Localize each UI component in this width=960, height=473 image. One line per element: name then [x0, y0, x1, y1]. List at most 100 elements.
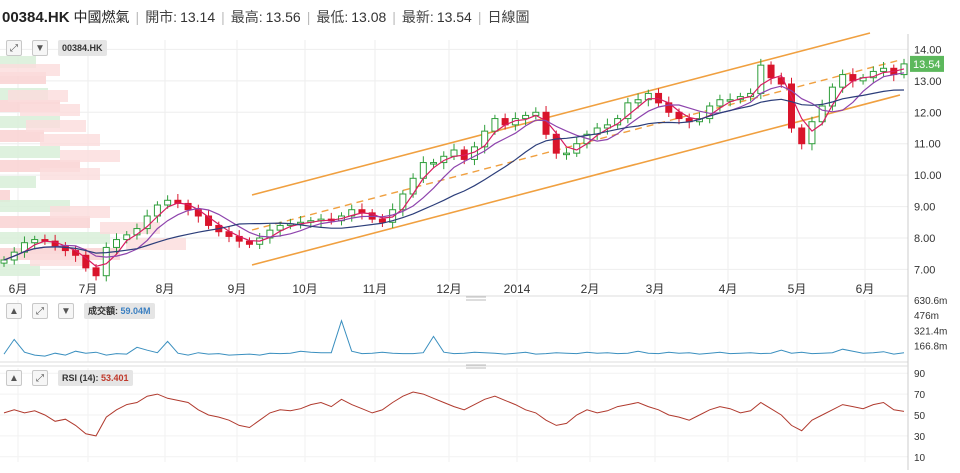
candle-body — [603, 124, 611, 129]
x-tick-label: 6月 — [9, 282, 28, 296]
x-tick-label: 2月 — [581, 282, 600, 296]
volume-profile-bar — [30, 254, 90, 266]
open-value: 13.14 — [180, 9, 216, 25]
x-tick-label: 10月 — [292, 282, 317, 296]
candle-body — [767, 64, 775, 79]
candle-body — [205, 215, 213, 226]
candle-body — [378, 218, 386, 223]
volume-profile-bar — [40, 134, 100, 146]
high-value: 13.56 — [265, 9, 301, 25]
y-tick-label: 13.00 — [914, 76, 942, 88]
rsi-label: RSI (14): 53.401 — [58, 370, 133, 386]
volume-panel — [0, 295, 908, 363]
volume-profile — [0, 56, 186, 276]
candle-body — [542, 111, 550, 135]
separator: | — [306, 9, 311, 25]
rsi-tick-label: 90 — [914, 369, 926, 380]
x-tick-label: 8月 — [156, 282, 175, 296]
candle-body — [164, 199, 172, 206]
arrow-up-icon[interactable]: ▲ — [6, 303, 22, 319]
low-label: 最低: — [316, 9, 349, 25]
y-tick-label: 9.00 — [914, 202, 935, 214]
volume-profile-bar — [50, 206, 110, 218]
candle-body — [788, 83, 795, 129]
volume-profile-bar — [40, 168, 100, 180]
candle-body — [869, 70, 877, 79]
candle-body — [245, 240, 253, 245]
volume-profile-bar — [0, 64, 60, 76]
volume-profile-bar — [60, 150, 120, 162]
company-name: 中國燃氣 — [73, 9, 130, 25]
candle-body — [798, 127, 806, 145]
volume-line — [3, 319, 905, 357]
candle-body — [552, 133, 560, 154]
candle-body — [399, 193, 407, 211]
volume-tick-label: 476m — [914, 311, 939, 322]
volume-profile-bar — [0, 216, 90, 228]
rsi-tick-label: 70 — [914, 390, 926, 401]
rsi-value: 53.401 — [101, 373, 129, 383]
x-tick-label: 2014 — [504, 282, 531, 296]
arrow-down-icon[interactable]: ▼ — [32, 40, 48, 56]
expand-icon[interactable]: ⤢ — [6, 40, 22, 56]
separator: | — [135, 9, 140, 25]
x-tick-label: 5月 — [788, 282, 807, 296]
grid-lines — [0, 40, 908, 462]
axes: 6月 7月 8月 9月 10月 11月 12月 2014 2月 3月 4月 5月 6月 14.00 13.0… — [0, 34, 947, 470]
moving-average-line — [3, 72, 905, 261]
rsi-tick-label: 10 — [914, 453, 926, 464]
arrow-down-icon[interactable]: ▼ — [58, 303, 74, 319]
volume-profile-bar — [8, 90, 68, 102]
volume-tick-label: 321.4m — [914, 326, 947, 337]
candle-body — [675, 111, 683, 120]
candle-body — [828, 86, 836, 107]
channel-upper — [251, 32, 871, 196]
expand-icon[interactable]: ⤢ — [32, 303, 48, 319]
rsi-panel — [0, 372, 908, 458]
candle-body — [450, 149, 458, 157]
arrow-up-icon[interactable]: ▲ — [6, 370, 22, 386]
candle-body — [644, 92, 652, 101]
x-tick-label: 11月 — [363, 282, 387, 296]
candle-body — [563, 152, 570, 156]
volume-tick-label: 630.6m — [914, 296, 947, 307]
candle-body — [113, 239, 120, 248]
volume-value: 59.04M — [120, 306, 151, 316]
y-tick-label: 8.00 — [914, 233, 935, 245]
candle-body — [123, 234, 131, 241]
candle-body — [757, 64, 765, 94]
candle-body — [491, 118, 499, 132]
volume-profile-bar — [0, 176, 36, 188]
candle-body — [92, 267, 100, 277]
y-tick-label: 7.00 — [914, 264, 935, 276]
rsi-tick-label: 50 — [914, 411, 926, 422]
candle-body — [276, 224, 284, 231]
open-label: 開市: — [145, 9, 178, 25]
x-tick-label: 3月 — [646, 282, 665, 296]
candle-body — [430, 162, 438, 165]
series-label: 00384.HK — [58, 40, 107, 56]
separator: | — [392, 9, 396, 25]
x-tick-label: 7月 — [79, 282, 98, 296]
candle-body — [818, 105, 826, 123]
expand-icon[interactable]: ⤢ — [32, 370, 48, 386]
candle-body — [0, 259, 8, 264]
y-tick-label: 11.00 — [914, 139, 941, 151]
last-label: 最新: — [401, 9, 434, 25]
rsi-tick-label: 30 — [914, 432, 926, 443]
last-price-value: 13.54 — [913, 59, 941, 71]
separator: | — [221, 9, 225, 25]
candle-body — [634, 99, 642, 104]
rsi-line — [3, 391, 905, 437]
candle-body — [880, 67, 888, 72]
low-value: 13.08 — [351, 9, 387, 25]
candle-body — [808, 121, 816, 145]
moving-average-line — [3, 68, 905, 267]
candle-body — [716, 99, 724, 107]
x-tick-label: 12月 — [436, 282, 461, 296]
candle-body — [143, 215, 151, 230]
y-tick-label: 12.00 — [914, 107, 942, 119]
candle-body — [522, 114, 530, 120]
candle-body — [481, 130, 489, 148]
